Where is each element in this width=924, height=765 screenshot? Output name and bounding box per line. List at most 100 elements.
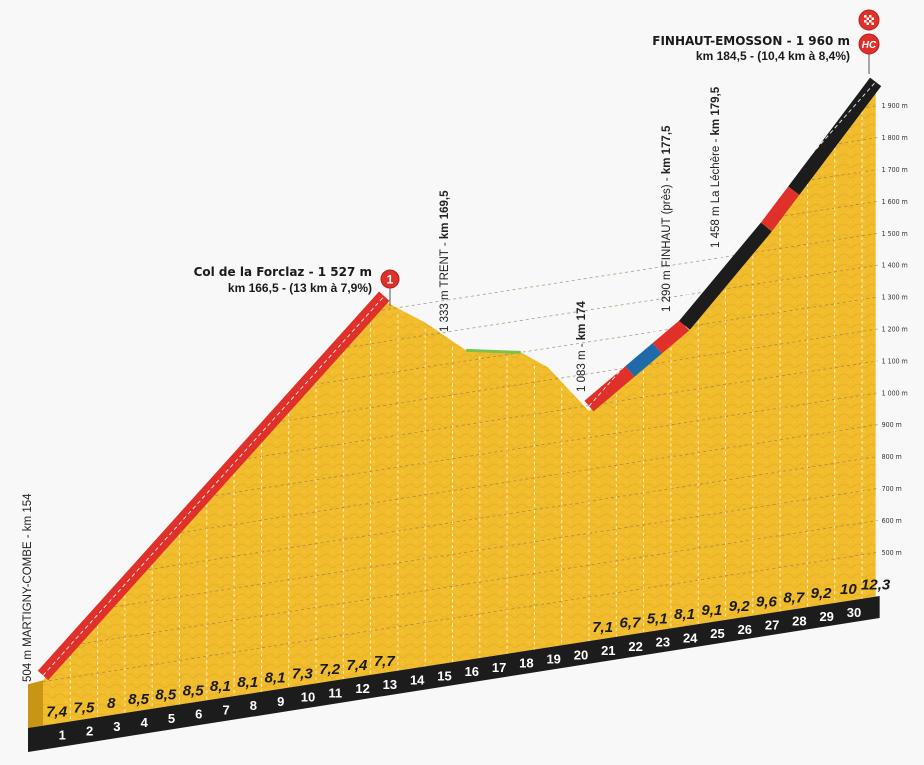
gradient-label: 9,2 [729,598,751,615]
low-point-label: 1 083 m - km 174 [576,301,588,392]
km-label: 16 [465,664,479,679]
y-tick-label: 1 100 m [882,357,908,365]
gradient-label: 6,7 [620,615,642,632]
elevation-gridline [108,488,878,609]
gradient-label: 8,7 [783,589,805,606]
km-label: 29 [819,609,833,624]
flat-section [466,348,521,354]
km-label: 21 [601,643,615,658]
km-label: 20 [574,647,588,662]
finish-summit-detail: km 184,5 - (10,4 km à 8,4%) [696,49,850,63]
y-tick-label: 500 m [882,549,902,557]
gradient-label: 9,6 [756,594,778,611]
y-tick-label: 1 000 m [882,389,908,397]
category-1-text: 1 [387,273,394,287]
climb-segment [584,366,635,412]
km-label: 27 [765,618,779,633]
elevation-gridline [778,201,878,218]
elevation-gridline [209,392,878,497]
elevation-gridline [175,424,878,534]
gradient-label: 8,1 [210,678,231,695]
km-label: 10 [301,690,315,705]
km-label: 30 [847,605,861,620]
gradient-label: 7,3 [292,665,314,682]
km-label: 12 [355,681,369,696]
km-label: 8 [250,698,257,713]
gradient-label: 9,1 [701,602,722,619]
forclaz-summit-name: Col de la Forclaz - 1 527 m [194,265,372,279]
gradient-label: 10 [840,581,857,598]
y-tick-label: 1 700 m [882,166,908,174]
y-tick-label: 1 200 m [882,326,908,334]
gradient-label: 8,1 [674,606,695,623]
elevation-gridline [805,169,878,181]
gradient-label: 9,2 [811,585,833,602]
km-label: 25 [710,626,724,641]
forclaz-summit-detail: km 166,5 - (13 km à 7,9%) [228,281,372,295]
km-label: 17 [492,660,506,675]
gradient-label: 12,3 [861,577,891,594]
y-tick-label: 900 m [882,421,902,429]
climb-segment [625,342,662,377]
km-label: 23 [656,635,670,650]
elevation-gridline [375,232,878,312]
gradient-label: 7,1 [592,619,613,636]
y-tick-label: 1 300 m [882,294,908,302]
y-tick-label: 1 900 m [882,102,908,110]
km-label: 7 [222,702,229,717]
finhaut-label: 1 290 m FINHAUT (près) - km 177,5 [661,125,673,312]
distance-band [28,595,880,752]
y-tick-label: 1 400 m [882,262,908,270]
finish-summit-name: FINHAUT-EMOSSON - 1 960 m [652,34,850,48]
climb-segment [760,186,800,232]
y-tick-label: 700 m [882,485,902,493]
km-label: 22 [628,639,642,654]
y-tick-label: 600 m [882,517,902,525]
trent-label: 1 333 m TRENT - km 169,5 [439,190,451,332]
terrain-front-face [28,680,43,728]
elevation-gridline [142,456,878,571]
terrain-area [28,86,876,728]
km-label: 1 [59,728,66,743]
gradient-label: 8,1 [265,670,286,687]
category-1-badge-icon: 1 [380,269,400,289]
gradient-label: 8 [107,695,116,712]
gradient-label: 8,5 [128,691,150,708]
gradient-label: 5,1 [647,610,668,627]
km-label: 26 [738,622,752,637]
km-label: 24 [683,630,698,645]
elevation-gridline [833,137,878,145]
gradient-label: 7,5 [74,699,96,716]
road-centerline [42,295,385,676]
gradient-label: 7,4 [46,704,68,721]
gradient-label: 7,7 [374,653,396,670]
km-label: 6 [195,707,202,722]
km-label: 13 [383,677,397,692]
elevation-gridline [42,551,878,683]
km-label: 15 [437,668,451,683]
y-tick-label: 1 800 m [882,134,908,142]
km-label: 18 [519,656,533,671]
gradient-label: 8,5 [155,687,177,704]
climb-segment [652,319,690,354]
elevation-gridline [242,360,878,460]
lechere-label: 1 458 m La Léchère - km 179,5 [710,86,722,248]
km-label: 28 [792,613,806,628]
km-label: 5 [168,711,175,726]
climb-segment [679,222,772,330]
gradient-label: 8,1 [237,674,258,691]
elevation-gridline [341,264,878,349]
finish-flag-icon [858,9,880,31]
km-label: 4 [141,715,149,730]
km-label: 11 [328,685,342,700]
km-label: 9 [277,694,284,709]
gradient-label: 7,2 [319,661,341,678]
km-label: 2 [86,723,93,738]
gradient-label: 7,4 [347,657,369,674]
category-hc-badge-icon: HC [858,33,880,55]
gradient-label: 8,5 [183,682,205,699]
y-tick-label: 1 500 m [882,230,908,238]
category-hc-text: HC [862,40,877,51]
km-label: 3 [113,719,120,734]
